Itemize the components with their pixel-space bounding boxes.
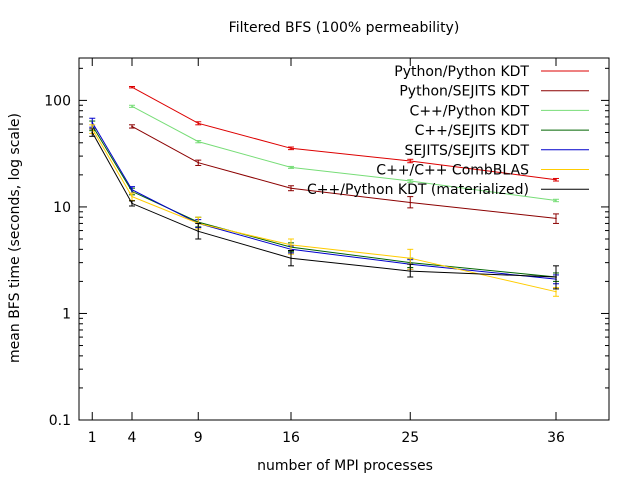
data-point [409,201,412,204]
data-point [409,180,412,182]
legend-label: SEJITS/SEJITS KDT [404,143,529,159]
data-point [131,195,133,198]
series-python-sejits-kdt [129,124,559,224]
x-tick-label: 4 [128,430,137,446]
series-line [91,128,557,293]
series-python-python-kdt [129,86,559,182]
y-tick-label: 0.1 [49,413,71,429]
data-point [131,188,133,191]
x-tick-label: 9 [194,430,203,446]
series-c-python-kdt-materialized- [89,128,559,290]
y-tick-label: 100 [44,93,71,109]
data-point [555,178,557,181]
data-point [131,86,133,89]
series-line [91,132,557,278]
data-point [555,217,557,220]
x-tick-label: 25 [401,430,419,446]
data-point [555,199,557,202]
legend-label: Python/SEJITS KDT [399,84,529,100]
x-tick-label: 16 [282,430,300,446]
legend-label: Python/Python KDT [394,64,529,80]
data-point [555,290,557,293]
data-point [197,140,200,143]
chart-marks: 0.1 1 10 100 1 4 9 16 25 36 [44,58,609,446]
series-line [91,122,557,280]
data-point [290,166,292,169]
x-tick-label: 36 [547,430,565,446]
series-c-python-kdt [129,104,559,203]
data-point [290,187,292,189]
legend-label: C++/C++ CombBLAS [376,163,529,179]
data-point [290,244,292,246]
plot-frame [78,57,610,421]
data-point [197,161,200,164]
data-point [555,276,557,278]
data-point [197,122,200,125]
data-point [409,270,412,272]
legend-label: C++/SEJITS KDT [415,123,530,139]
data-point [131,105,133,108]
chart-title: Filtered BFS (100% permeability) [229,20,460,36]
data-point [91,121,94,124]
data-point [91,131,94,134]
data-point [290,257,292,260]
data-point [197,230,200,233]
legend-label: C++/Python KDT (materialized) [307,182,529,198]
data-point [409,160,412,162]
y-axis-label: mean BFS time (seconds, log scale) [7,113,23,363]
data-point [131,125,133,128]
data-point [409,257,412,260]
data-point [290,147,292,150]
legend: Python/Python KDT Python/SEJITS KDT C++/Py… [307,64,589,198]
x-axis-label: number of MPI processes [257,458,433,474]
y-tick-label: 10 [53,200,71,216]
data-point [131,202,133,205]
y-tick-label: 1 [62,306,71,322]
legend-label: C++/Python KDT [410,103,530,119]
x-tick-label: 1 [88,430,97,446]
